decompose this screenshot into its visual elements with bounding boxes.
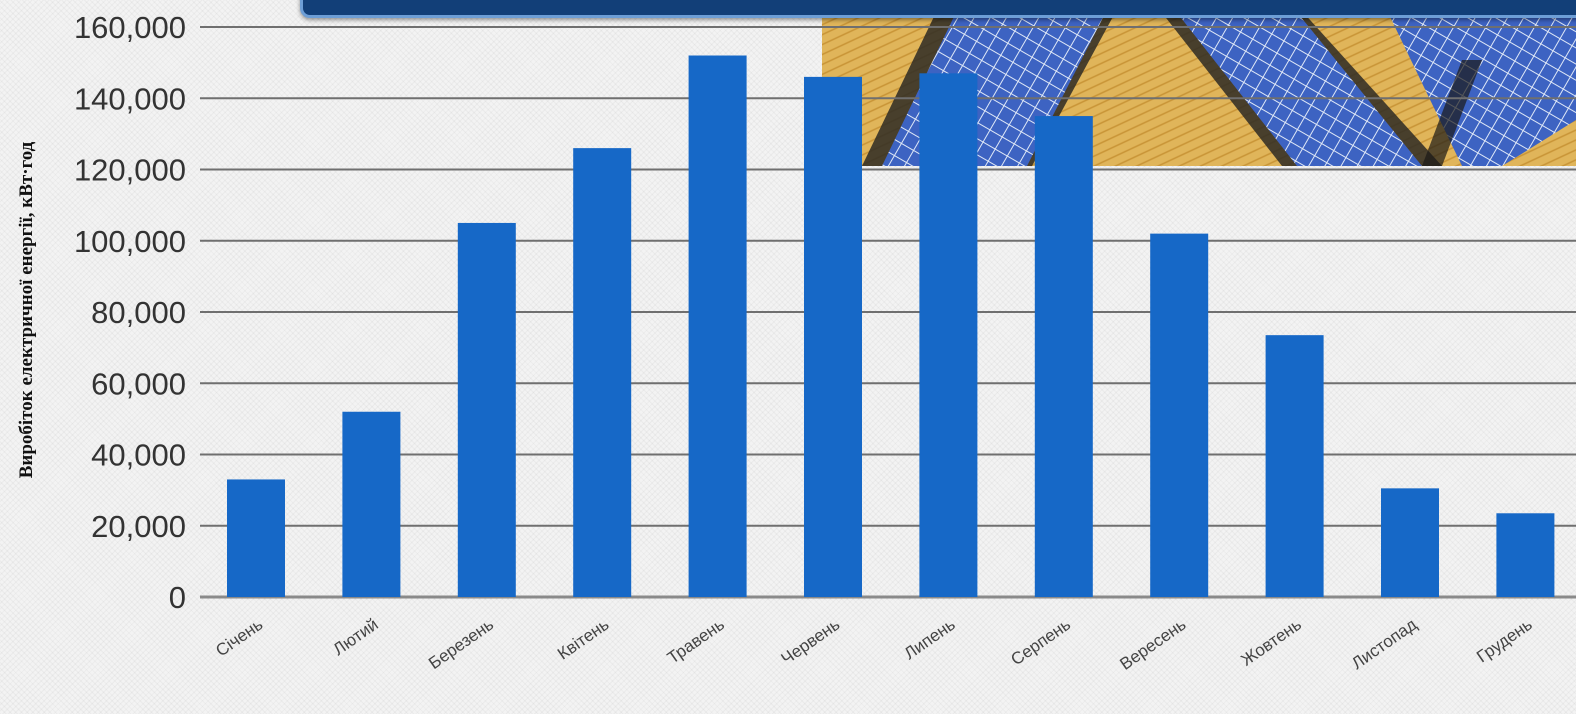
bar	[1381, 488, 1439, 597]
y-tick-label: 100,000	[74, 224, 186, 259]
x-tick-label: Травень	[664, 615, 728, 668]
bar	[688, 55, 747, 597]
x-tick-label: Вересень	[1116, 615, 1189, 674]
bar	[804, 76, 862, 597]
bar	[1034, 116, 1093, 597]
x-tick-label: Лютий	[330, 615, 382, 659]
y-tick-label: 80,000	[91, 295, 186, 330]
bar	[1496, 513, 1555, 597]
bar	[1265, 335, 1324, 597]
y-axis-ticks: 0 20,000 40,000 60,000 80,000 100,000 120,000 1…	[74, 10, 186, 615]
bar	[573, 148, 632, 597]
bar	[457, 222, 516, 597]
y-tick-label: 20,000	[91, 509, 186, 544]
title-banner	[300, 0, 1576, 18]
gridlines	[200, 26, 1576, 599]
y-tick-label: 120,000	[74, 153, 186, 188]
bar	[1150, 233, 1209, 597]
x-tick-label: Липень	[901, 615, 959, 664]
x-tick-label: Березень	[425, 615, 497, 673]
x-tick-label: Червень	[778, 615, 844, 669]
y-tick-label: 160,000	[74, 10, 186, 45]
x-tick-label: Січень	[212, 615, 266, 661]
x-tick-label: Серпень	[1007, 615, 1074, 670]
x-axis-ticks: Січень Лютий Березень Квітень Травень Червень…	[212, 615, 1536, 674]
bars	[227, 55, 1555, 597]
x-tick-label: Квітень	[554, 615, 613, 664]
y-axis-label: Виробіток електричної енергії, кВт·год	[16, 141, 37, 478]
y-tick-label: 40,000	[91, 438, 186, 473]
y-tick-label: 0	[169, 580, 186, 615]
bar	[919, 73, 978, 597]
x-tick-label: Листопад	[1348, 615, 1420, 674]
x-tick-label: Жовтень	[1238, 615, 1305, 670]
x-tick-label: Грудень	[1473, 615, 1536, 667]
bar	[342, 411, 401, 597]
y-tick-label: 140,000	[74, 81, 186, 116]
bar	[227, 479, 285, 597]
y-tick-label: 60,000	[91, 366, 186, 401]
